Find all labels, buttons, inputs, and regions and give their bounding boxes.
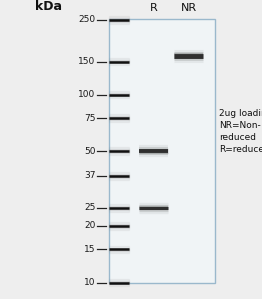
Bar xyxy=(109,282,129,283)
Bar xyxy=(109,117,129,119)
Text: NR: NR xyxy=(181,4,197,13)
Text: 100: 100 xyxy=(78,90,96,99)
Bar xyxy=(109,91,129,98)
Bar xyxy=(109,19,129,21)
Bar xyxy=(109,19,215,283)
Bar xyxy=(109,94,129,95)
Text: R: R xyxy=(149,4,157,13)
Bar xyxy=(109,172,129,179)
Bar xyxy=(109,279,129,286)
Bar xyxy=(109,248,129,251)
Bar xyxy=(109,60,129,63)
Text: 2ug loading
NR=Non-
reduced
R=reduced: 2ug loading NR=Non- reduced R=reduced xyxy=(219,109,262,154)
Bar xyxy=(109,61,129,62)
Bar xyxy=(109,222,129,230)
Text: 10: 10 xyxy=(84,278,96,287)
Bar xyxy=(109,175,129,177)
Bar xyxy=(109,224,129,228)
Bar xyxy=(109,150,129,152)
Bar xyxy=(109,281,129,284)
Text: 15: 15 xyxy=(84,245,96,254)
Text: kDa: kDa xyxy=(35,1,62,13)
Text: 75: 75 xyxy=(84,114,96,123)
Bar xyxy=(109,225,129,227)
Bar xyxy=(109,204,129,211)
Bar xyxy=(109,174,129,178)
Text: 37: 37 xyxy=(84,171,96,180)
Text: 50: 50 xyxy=(84,147,96,156)
Text: 20: 20 xyxy=(84,222,96,231)
Bar xyxy=(109,116,129,120)
Bar xyxy=(109,248,129,250)
Bar xyxy=(109,18,129,22)
Text: 25: 25 xyxy=(84,203,96,212)
Bar xyxy=(109,58,129,65)
Bar xyxy=(109,246,129,253)
Bar xyxy=(109,147,129,155)
Bar xyxy=(109,16,129,24)
Bar xyxy=(109,93,129,96)
Text: 150: 150 xyxy=(78,57,96,66)
Bar xyxy=(109,206,129,210)
Bar xyxy=(109,207,129,209)
Bar xyxy=(109,114,129,122)
Bar xyxy=(109,150,129,153)
Text: 250: 250 xyxy=(79,15,96,24)
